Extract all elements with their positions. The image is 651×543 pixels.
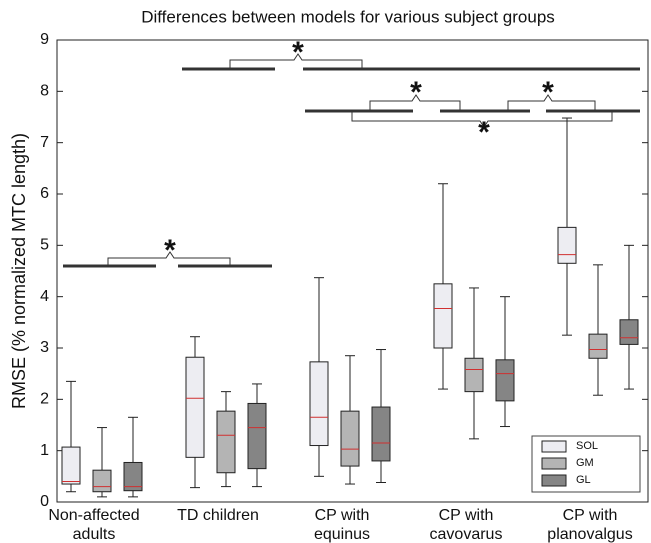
asterisk: * [542, 76, 554, 109]
y-tick-label: 5 [40, 237, 49, 254]
y-tick-label: 9 [40, 31, 49, 48]
y-tick-label: 1 [40, 442, 49, 459]
legend-swatch [541, 474, 567, 487]
asterisk: * [292, 36, 304, 69]
x-tick-label: CP with planovalgus [547, 507, 633, 543]
box [216, 410, 236, 474]
asterisk: * [478, 116, 490, 149]
y-tick-label: 3 [40, 339, 49, 356]
box [309, 361, 329, 447]
x-tick-label: CP with cavovarus [429, 507, 503, 543]
bracket [351, 111, 613, 128]
box [61, 446, 81, 485]
bracket [507, 94, 596, 111]
bracket [229, 53, 363, 69]
box [92, 469, 112, 493]
y-tick-label: 8 [40, 83, 49, 100]
asterisk: * [164, 234, 176, 267]
legend-swatch [541, 440, 567, 453]
legend-label: SOL [576, 440, 598, 452]
x-tick-label: CP with equinus [313, 507, 371, 543]
box [185, 356, 205, 458]
x-tick-label: Non-affected adults [48, 507, 140, 543]
legend-swatch [541, 457, 567, 470]
chart-title: Differences between models for various s… [141, 7, 555, 26]
asterisk: * [410, 76, 422, 109]
y-tick-label: 2 [40, 391, 49, 408]
legend-label: GL [576, 474, 591, 486]
box [588, 333, 608, 359]
box [340, 410, 360, 467]
x-tick-label: TD children [177, 507, 259, 524]
box [557, 226, 577, 264]
box [433, 283, 453, 349]
y-axis-label: RMSE (% normalized MTC length) [9, 133, 29, 409]
box [247, 402, 267, 470]
y-tick-label: 4 [40, 288, 49, 305]
box [123, 461, 143, 492]
plot-frame [56, 39, 649, 503]
box [619, 319, 639, 345]
bracket [369, 94, 461, 111]
y-tick-label: 0 [40, 493, 49, 510]
box [495, 359, 515, 402]
box [464, 357, 484, 393]
bracket [107, 251, 231, 266]
box [371, 406, 391, 462]
y-tick-label: 7 [40, 134, 49, 151]
y-tick-label: 6 [40, 185, 49, 202]
legend-label: GM [576, 457, 594, 469]
significance: * * * * * [63, 36, 640, 268]
